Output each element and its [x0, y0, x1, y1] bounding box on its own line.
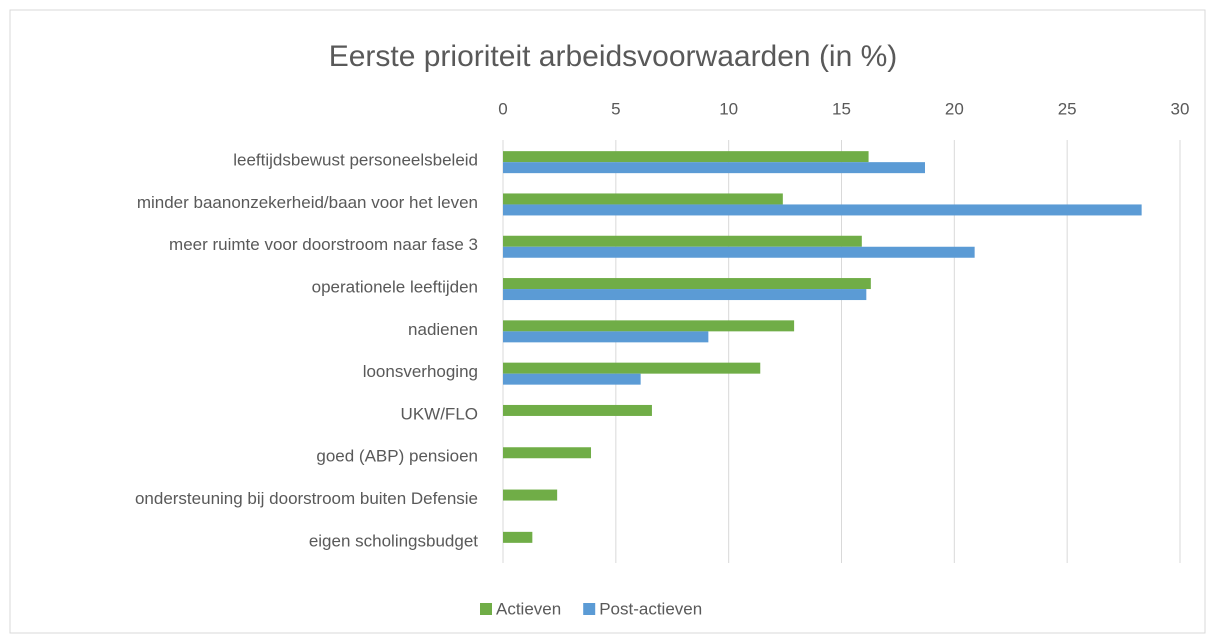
bar [503, 331, 709, 343]
x-tick-label: 0 [498, 99, 507, 118]
y-tick-label: UKW/FLO [401, 404, 478, 423]
y-tick-label: leeftijdsbewust personeelsbeleid [233, 151, 478, 170]
y-tick-label: ondersteuning bij doorstroom buiten Defe… [135, 489, 478, 508]
legend-swatch [480, 603, 492, 615]
bar [503, 489, 558, 501]
y-tick-label: loonsverhoging [363, 362, 478, 381]
bar [503, 289, 867, 301]
bar [503, 404, 652, 416]
bar [503, 151, 869, 163]
y-tick-label: nadienen [408, 320, 478, 339]
legend-swatch [583, 603, 596, 615]
bar [503, 531, 533, 543]
x-tick-label: 5 [611, 99, 620, 118]
x-tick-label: 20 [945, 99, 964, 118]
y-tick-label: meer ruimte voor doorstroom naar fase 3 [169, 235, 478, 254]
bar [503, 373, 641, 385]
y-tick-label: operationele leeftijden [312, 278, 478, 297]
bar [503, 246, 975, 258]
bar [503, 362, 761, 374]
y-tick-label: goed (ABP) pensioen [316, 447, 478, 466]
bar [503, 204, 1142, 216]
bar [503, 193, 783, 205]
bar [503, 235, 862, 247]
legend-label: Post-actieven [599, 599, 702, 618]
x-tick-label: 25 [1058, 99, 1077, 118]
x-tick-label: 10 [719, 99, 738, 118]
bar [503, 278, 871, 290]
y-tick-label: minder baanonzekerheid/baan voor het lev… [137, 193, 478, 212]
chart-title: Eerste prioriteit arbeidsvoorwaarden (in… [329, 40, 898, 73]
bar [503, 320, 795, 332]
legend-label: Actieven [496, 599, 561, 618]
x-tick-label: 30 [1171, 99, 1190, 118]
bar [503, 447, 592, 459]
bar [503, 162, 925, 174]
x-tick-label: 15 [832, 99, 851, 118]
y-tick-label: eigen scholingsbudget [309, 531, 478, 550]
